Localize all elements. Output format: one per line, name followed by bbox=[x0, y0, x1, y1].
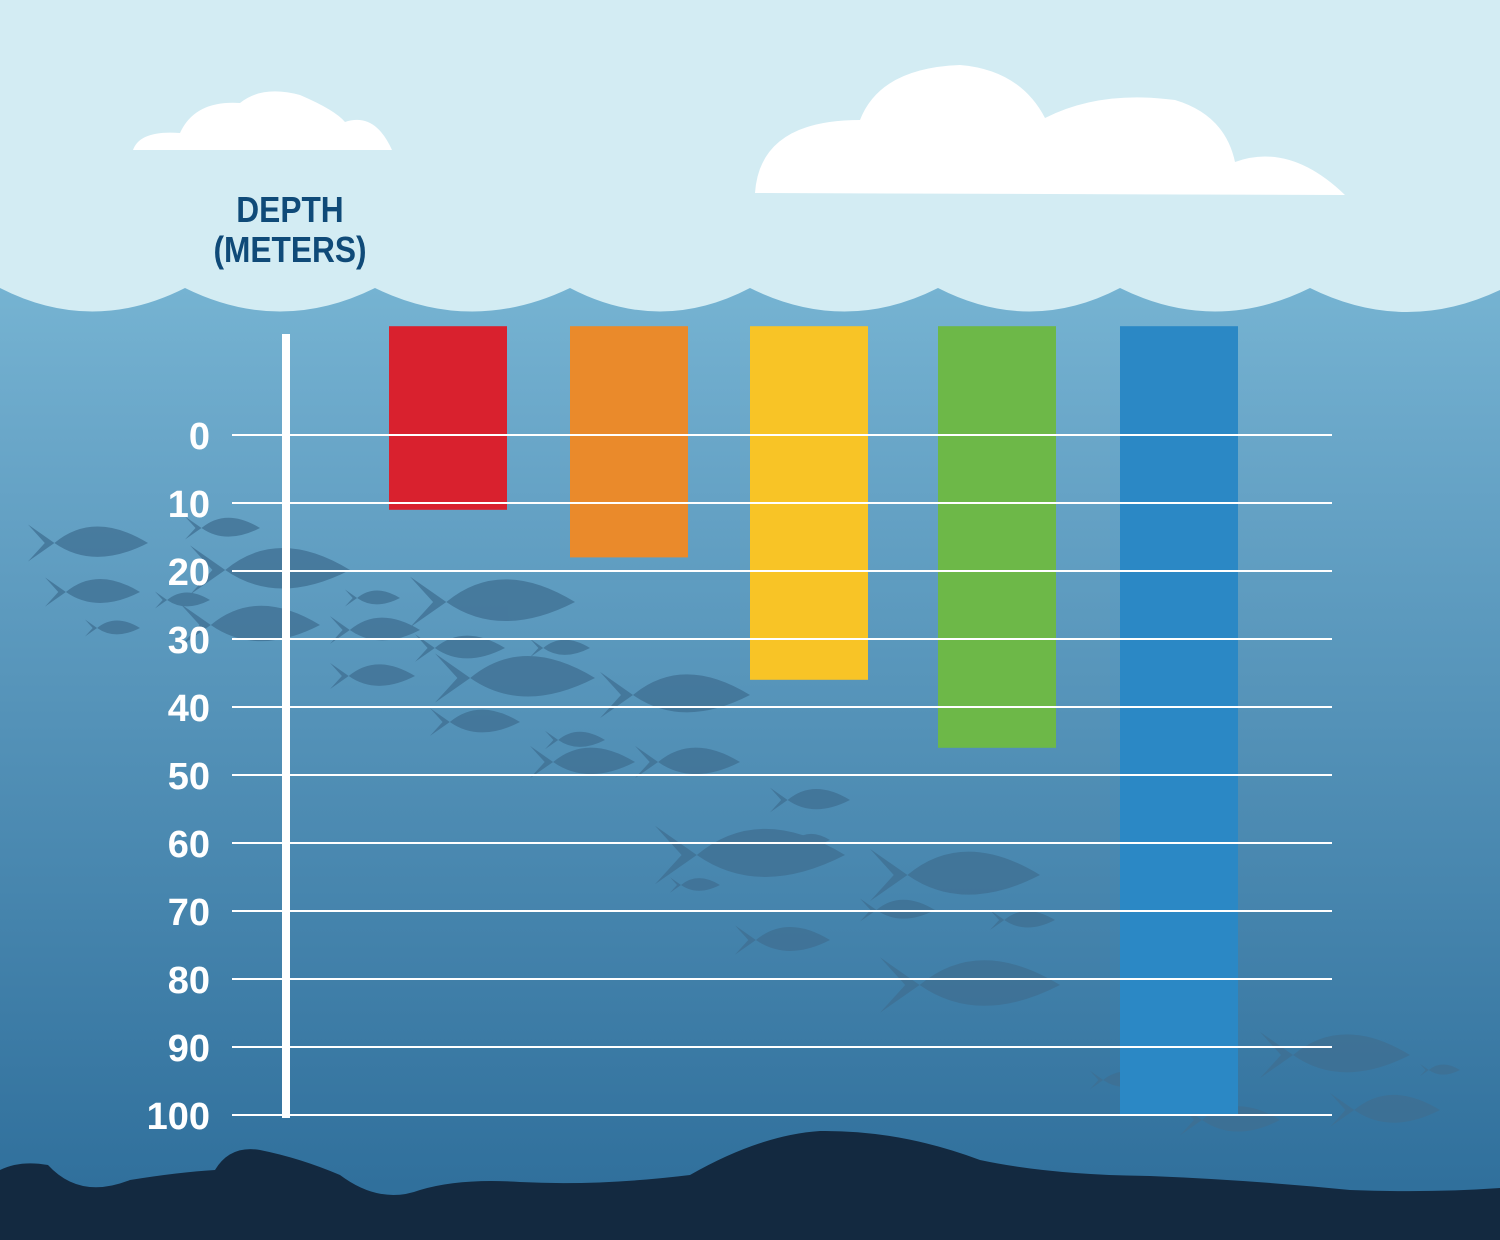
fish-icon bbox=[1330, 1093, 1440, 1127]
fish-icon bbox=[410, 576, 575, 628]
fish-icon bbox=[545, 730, 605, 750]
fish-icon bbox=[1260, 1031, 1410, 1079]
fish-icon bbox=[655, 825, 845, 885]
fish-icon bbox=[635, 745, 740, 779]
small-cloud bbox=[133, 91, 392, 150]
bar-5 bbox=[1120, 326, 1238, 1115]
y-tick-label-20: 20 bbox=[168, 552, 210, 594]
y-tick-label-50: 50 bbox=[168, 756, 210, 798]
fish-icon bbox=[735, 925, 830, 955]
fish-icon bbox=[1420, 1063, 1460, 1077]
fish-icon bbox=[185, 516, 260, 540]
y-tick-labels: 0 10 20 30 40 50 60 70 80 90 100 bbox=[147, 416, 210, 1138]
sky-background bbox=[0, 0, 1500, 313]
fish-icon bbox=[430, 708, 520, 736]
fish-icon bbox=[870, 848, 1040, 902]
y-axis-line bbox=[282, 334, 290, 1118]
y-axis-title-line-2: (METERS) bbox=[213, 229, 367, 270]
fish-icon bbox=[28, 524, 148, 562]
bars-layer bbox=[389, 326, 1238, 1115]
fish-icon bbox=[330, 662, 415, 690]
grid-lines bbox=[232, 434, 1332, 1116]
bar-2 bbox=[570, 326, 688, 558]
y-tick-label-40: 40 bbox=[168, 688, 210, 730]
y-tick-label-80: 80 bbox=[168, 960, 210, 1002]
y-tick-label-30: 30 bbox=[168, 620, 210, 662]
bar-1 bbox=[389, 326, 507, 510]
bar-4 bbox=[938, 326, 1056, 748]
large-cloud bbox=[755, 65, 1345, 195]
fish-icon bbox=[45, 577, 140, 607]
fish-icon bbox=[670, 877, 720, 893]
fish-icon bbox=[770, 787, 850, 813]
y-axis-title-line-1: DEPTH bbox=[236, 189, 344, 230]
y-tick-label-100: 100 bbox=[147, 1096, 210, 1138]
y-tick-label-0: 0 bbox=[189, 416, 210, 458]
fish-icon bbox=[415, 634, 505, 662]
seabed bbox=[0, 1130, 1500, 1240]
fish-icon bbox=[880, 957, 1060, 1013]
fish-icon bbox=[155, 591, 210, 609]
y-tick-label-70: 70 bbox=[168, 892, 210, 934]
y-tick-label-60: 60 bbox=[168, 824, 210, 866]
fish-icon bbox=[990, 909, 1055, 931]
y-axis-title: DEPTH (METERS) bbox=[202, 190, 378, 270]
fish-icon bbox=[85, 619, 140, 637]
fish-icon bbox=[530, 638, 590, 658]
fish-icon bbox=[435, 653, 595, 703]
fish-icon bbox=[530, 745, 635, 779]
y-tick-label-10: 10 bbox=[168, 484, 210, 526]
y-tick-label-90: 90 bbox=[168, 1028, 210, 1070]
fish-icon bbox=[1180, 1104, 1280, 1136]
fish-icon bbox=[345, 589, 400, 607]
fish-icon bbox=[330, 616, 420, 644]
